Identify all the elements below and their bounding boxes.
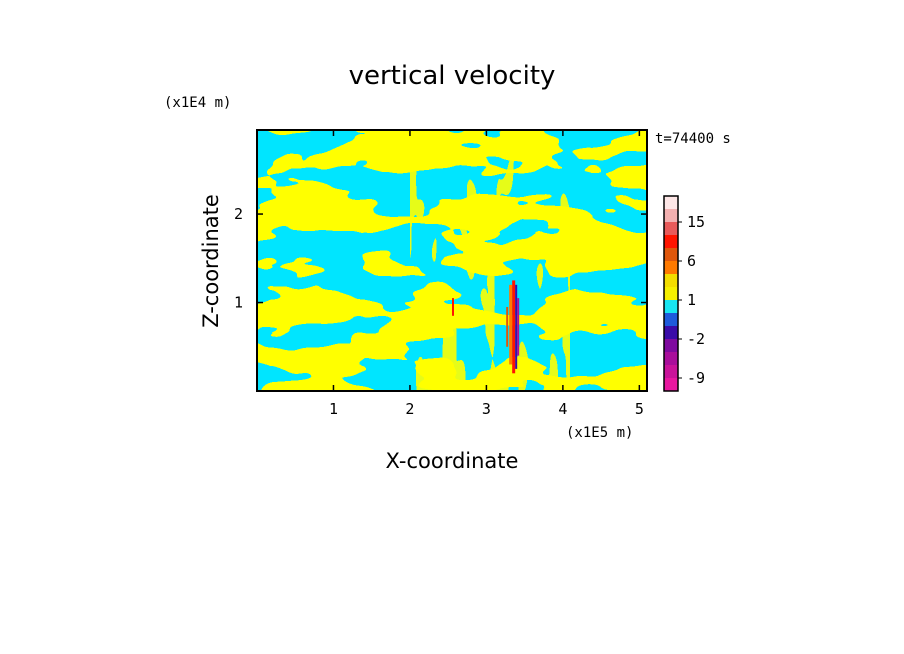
time-label: t=74400 s [655, 131, 731, 147]
colorbar-segment [664, 365, 678, 378]
convective-core [452, 280, 520, 374]
colorbar-segment [664, 313, 678, 326]
core-band [509, 284, 513, 365]
colorbar-segment [664, 209, 678, 222]
y-axis-label: Z-coordinate [199, 194, 223, 328]
x-tick-label: 4 [558, 400, 567, 418]
colorbar-tick-label: 15 [687, 213, 705, 231]
colorbar: 15 6 1 -2 -9 [663, 195, 705, 392]
x-tick-label: 1 [329, 400, 338, 418]
colorbar-segment [664, 196, 678, 209]
colorbar-segment [664, 352, 678, 365]
core-band [517, 298, 520, 356]
core-band [512, 280, 516, 374]
colorbar-segment [664, 261, 678, 274]
x-tick-label: 5 [635, 400, 644, 418]
colorbar-segment [664, 235, 678, 248]
x-tick-label: 2 [405, 400, 414, 418]
colorbar-segment [664, 300, 678, 313]
y-tick-label: 2 [234, 205, 243, 223]
chart-title: vertical velocity [349, 61, 556, 91]
plot-frame [256, 129, 648, 392]
colorbar-tick-label: -2 [687, 330, 705, 348]
x-unit-label: (x1E5 m) [566, 425, 633, 441]
core-band [506, 306, 509, 347]
colorbar-tick-label: 6 [687, 252, 696, 270]
colorbar-frame [663, 195, 679, 392]
y-tick-label: 1 [234, 294, 243, 312]
colorbar-segment [664, 274, 678, 287]
core-band [515, 284, 518, 369]
colorbar-segment [664, 326, 678, 339]
x-axis-label: X-coordinate [386, 449, 519, 473]
x-axis: 1 2 3 4 5 [329, 130, 644, 418]
heatmap-field [257, 130, 647, 391]
colorbar-segment [664, 287, 678, 300]
colorbar-segment [664, 248, 678, 261]
y-unit-label: (x1E4 m) [164, 95, 231, 111]
colorbar-tick-label: 1 [687, 291, 696, 309]
y-axis: 12 [234, 205, 647, 312]
x-tick-label: 3 [482, 400, 491, 418]
heatmap-streak-region [410, 130, 570, 391]
colorbar-segment [664, 222, 678, 235]
small-updraft [452, 298, 454, 316]
colorbar-segment [664, 378, 678, 391]
colorbar-tick-label: -9 [687, 369, 705, 387]
colorbar-segment [664, 339, 678, 352]
